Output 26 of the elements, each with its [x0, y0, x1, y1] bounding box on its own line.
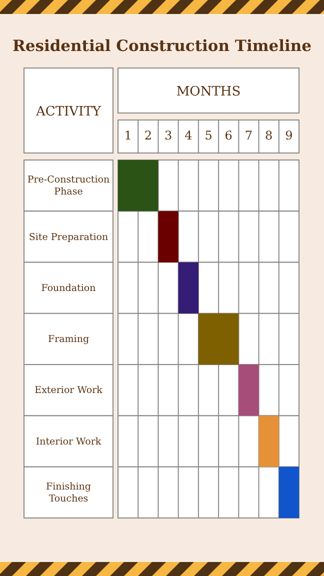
bar: [178, 262, 198, 314]
x-tick-label: 4: [184, 128, 193, 142]
x-tick-label: 2: [144, 128, 152, 142]
bar: [198, 313, 239, 365]
y-tick-label: Foundation: [41, 282, 96, 294]
x-tick-label: 3: [164, 128, 172, 142]
x-tick-label: 5: [204, 128, 212, 142]
chart-title: Residential Construction Timeline: [12, 36, 312, 55]
x-tick-label: 8: [265, 128, 273, 142]
bar: [158, 211, 178, 262]
x-tick-label: 6: [224, 128, 232, 142]
x-tick-label: 1: [124, 128, 132, 142]
y-tick-label: Framing: [48, 334, 90, 346]
bar: [238, 364, 259, 416]
y-tick-label: Pre-Construction Phase: [27, 174, 110, 198]
y-tick-label: Finishing Touches: [46, 482, 92, 504]
y-axis-title: ACTIVITY: [35, 104, 102, 120]
x-tick-label: 7: [244, 128, 253, 142]
bar: [258, 416, 279, 467]
y-tick-label: Interior Work: [36, 436, 102, 448]
y-tick-label: Exterior Work: [34, 385, 103, 396]
x-axis-title: MONTHS: [176, 84, 241, 100]
bar: [278, 466, 299, 518]
bar: [118, 160, 158, 212]
x-tick-label: 9: [285, 128, 293, 142]
y-tick-label: Site Preparation: [28, 232, 108, 243]
